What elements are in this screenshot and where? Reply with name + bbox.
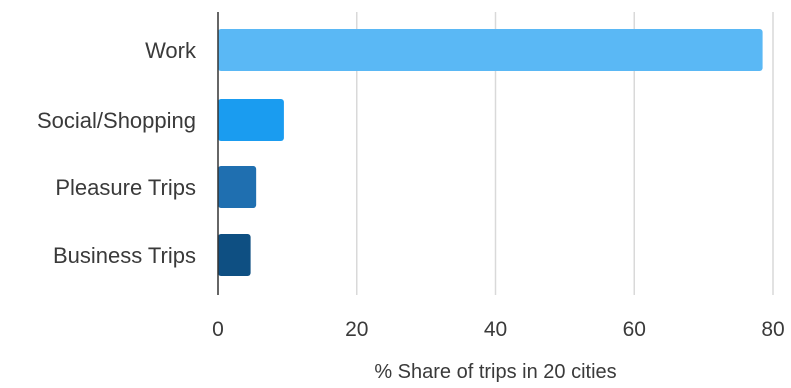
category-labels: Work Social/Shopping Pleasure Trips Busines… (37, 38, 197, 268)
category-label: Business Trips (53, 243, 196, 268)
category-label: Pleasure Trips (55, 175, 196, 200)
x-tick-label: 0 (212, 318, 224, 341)
bar-pleasure-trips (218, 166, 257, 208)
category-label: Social/Shopping (37, 108, 196, 133)
x-tick-label: 80 (761, 318, 784, 341)
category-label: Work (145, 38, 197, 63)
bars (218, 29, 763, 276)
x-tick-label: 60 (623, 318, 646, 341)
x-tick-label: 20 (345, 318, 368, 341)
bar-business-trips (218, 234, 251, 276)
x-tick-labels: 0 20 40 60 80 (212, 318, 785, 341)
x-tick-label: 40 (484, 318, 507, 341)
x-axis-title: % Share of trips in 20 cities (374, 361, 616, 383)
bar-work (218, 29, 763, 71)
bar-social-shopping (218, 99, 284, 141)
